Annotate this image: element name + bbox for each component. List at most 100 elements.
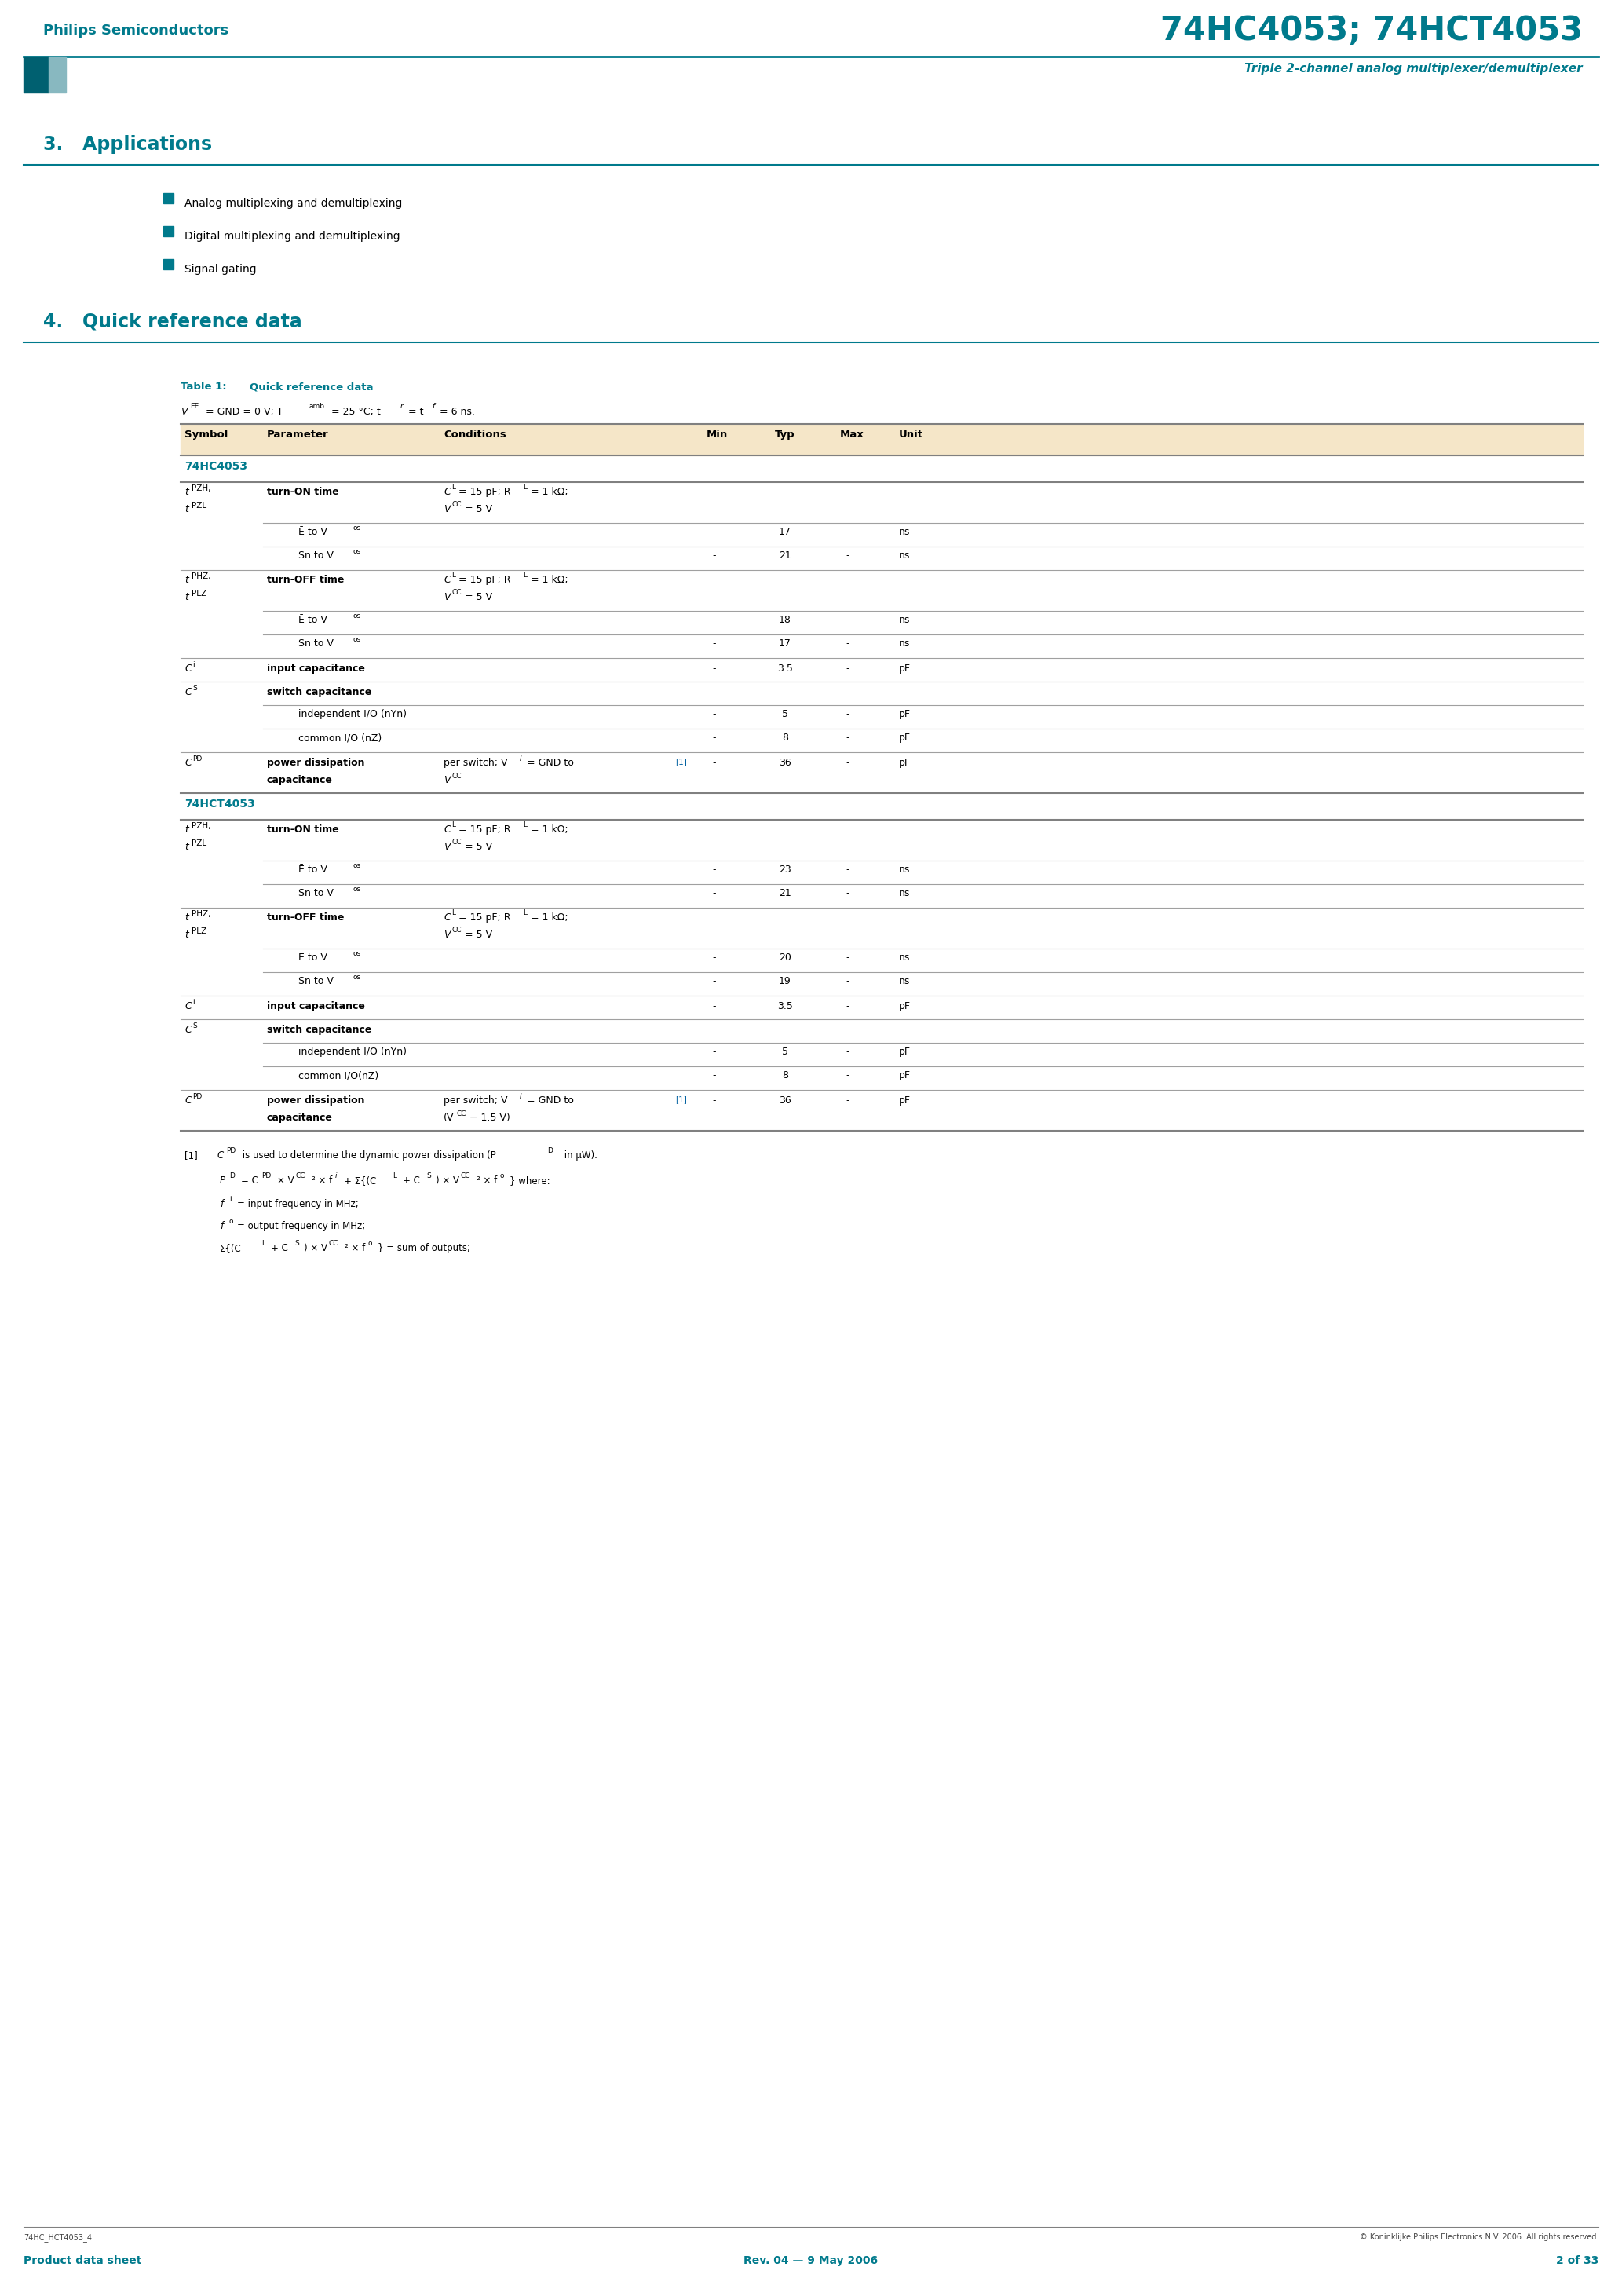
Text: 74HC4053; 74HCT4053: 74HC4053; 74HCT4053 [1160, 14, 1583, 48]
Text: -: - [712, 732, 717, 744]
Text: power dissipation: power dissipation [268, 1095, 365, 1107]
Text: capacitance: capacitance [268, 776, 333, 785]
Text: PD: PD [261, 1173, 271, 1180]
Text: o: o [229, 1217, 234, 1226]
Text: ns: ns [899, 615, 910, 625]
Text: = GND to: = GND to [527, 758, 574, 767]
Text: [1]: [1] [185, 1150, 198, 1159]
Text: i: i [193, 999, 195, 1006]
Text: © Koninklijke Philips Electronics N.V. 2006. All rights reserved.: © Koninklijke Philips Electronics N.V. 2… [1359, 2234, 1598, 2241]
Text: t: t [185, 843, 188, 852]
Text: pF: pF [899, 732, 910, 744]
Text: [1]: [1] [675, 1095, 686, 1104]
Text: turn-ON time: turn-ON time [268, 487, 339, 496]
Text: V: V [443, 930, 451, 939]
Text: C: C [185, 1095, 191, 1107]
Text: capacitance: capacitance [268, 1114, 333, 1123]
Text: -: - [712, 551, 717, 560]
Bar [164, 193, 174, 204]
Text: in μW).: in μW). [561, 1150, 597, 1159]
Text: -: - [712, 1001, 717, 1010]
Text: Ē to V: Ē to V [298, 615, 328, 625]
Text: t: t [185, 592, 188, 602]
Text: D: D [229, 1173, 235, 1180]
Text: -: - [847, 551, 850, 560]
Text: -: - [847, 664, 850, 673]
Text: Product data sheet: Product data sheet [24, 2255, 141, 2266]
Text: Sn to V: Sn to V [298, 638, 334, 647]
Text: C: C [443, 824, 451, 836]
Text: = 5 V: = 5 V [466, 505, 493, 514]
Text: ns: ns [899, 638, 910, 647]
Text: -: - [847, 1070, 850, 1081]
Text: 4.   Quick reference data: 4. Quick reference data [44, 312, 302, 331]
Text: pF: pF [899, 709, 910, 719]
Text: os: os [354, 951, 362, 957]
Text: CC: CC [295, 1173, 307, 1180]
Text: PHZ,: PHZ, [191, 572, 211, 581]
Text: S: S [427, 1173, 431, 1180]
Text: 5: 5 [782, 709, 788, 719]
Text: ns: ns [899, 953, 910, 962]
Text: CC: CC [461, 1173, 470, 1180]
Text: -: - [712, 758, 717, 767]
Text: D: D [547, 1148, 553, 1155]
Text: PZL: PZL [191, 503, 208, 510]
Text: 3.   Applications: 3. Applications [44, 135, 212, 154]
Text: = 25 °C; t: = 25 °C; t [331, 406, 381, 418]
Text: Signal gating: Signal gating [185, 264, 256, 276]
Text: V: V [443, 776, 451, 785]
Text: Ē to V: Ē to V [298, 866, 328, 875]
Text: os: os [354, 636, 362, 643]
Text: o: o [368, 1240, 373, 1247]
Text: = 15 pF; R: = 15 pF; R [459, 487, 511, 496]
Text: i: i [336, 1173, 337, 1180]
Text: } = sum of outputs;: } = sum of outputs; [378, 1242, 470, 1254]
Text: = t: = t [409, 406, 423, 418]
Text: C: C [185, 758, 191, 767]
Text: -: - [712, 615, 717, 625]
Text: -: - [847, 638, 850, 647]
Text: = 15 pF; R: = 15 pF; R [459, 912, 511, 923]
Text: V: V [443, 592, 451, 602]
Text: 74HC4053: 74HC4053 [185, 461, 247, 473]
Text: 23: 23 [779, 866, 792, 875]
Text: = 5 V: = 5 V [466, 843, 493, 852]
Text: pF: pF [899, 1001, 910, 1010]
Text: = 5 V: = 5 V [466, 930, 493, 939]
Text: (V: (V [443, 1114, 454, 1123]
Text: 8: 8 [782, 1070, 788, 1081]
Text: f: f [431, 402, 435, 411]
Text: L: L [393, 1173, 396, 1180]
Text: -: - [847, 976, 850, 987]
Text: C: C [443, 574, 451, 585]
Text: L: L [524, 484, 527, 491]
Text: 21: 21 [779, 889, 792, 898]
Text: per switch; V: per switch; V [443, 1095, 508, 1107]
Text: pF: pF [899, 1047, 910, 1056]
Text: os: os [354, 549, 362, 556]
Text: C: C [185, 664, 191, 673]
Text: -: - [712, 1070, 717, 1081]
Text: PD: PD [225, 1148, 235, 1155]
Text: ns: ns [899, 551, 910, 560]
Text: I: I [519, 1093, 522, 1100]
Text: os: os [354, 863, 362, 870]
Text: amb: amb [308, 402, 324, 411]
Text: ² × f: ² × f [311, 1176, 333, 1185]
Text: os: os [354, 886, 362, 893]
Text: 2 of 33: 2 of 33 [1555, 2255, 1598, 2266]
Bar [164, 225, 174, 236]
Text: Min: Min [707, 429, 728, 441]
Text: = 1 kΩ;: = 1 kΩ; [530, 487, 568, 496]
Text: pF: pF [899, 1095, 910, 1107]
Text: pF: pF [899, 1070, 910, 1081]
Text: common I/O (nZ): common I/O (nZ) [298, 732, 381, 744]
Text: -: - [712, 1095, 717, 1107]
Text: ) × V: ) × V [436, 1176, 459, 1185]
Text: 74HC_HCT4053_4: 74HC_HCT4053_4 [24, 2234, 92, 2241]
Text: − 1.5 V): − 1.5 V) [469, 1114, 509, 1123]
Text: I: I [519, 755, 522, 762]
Text: = 1 kΩ;: = 1 kΩ; [530, 574, 568, 585]
Text: C: C [185, 1024, 191, 1035]
